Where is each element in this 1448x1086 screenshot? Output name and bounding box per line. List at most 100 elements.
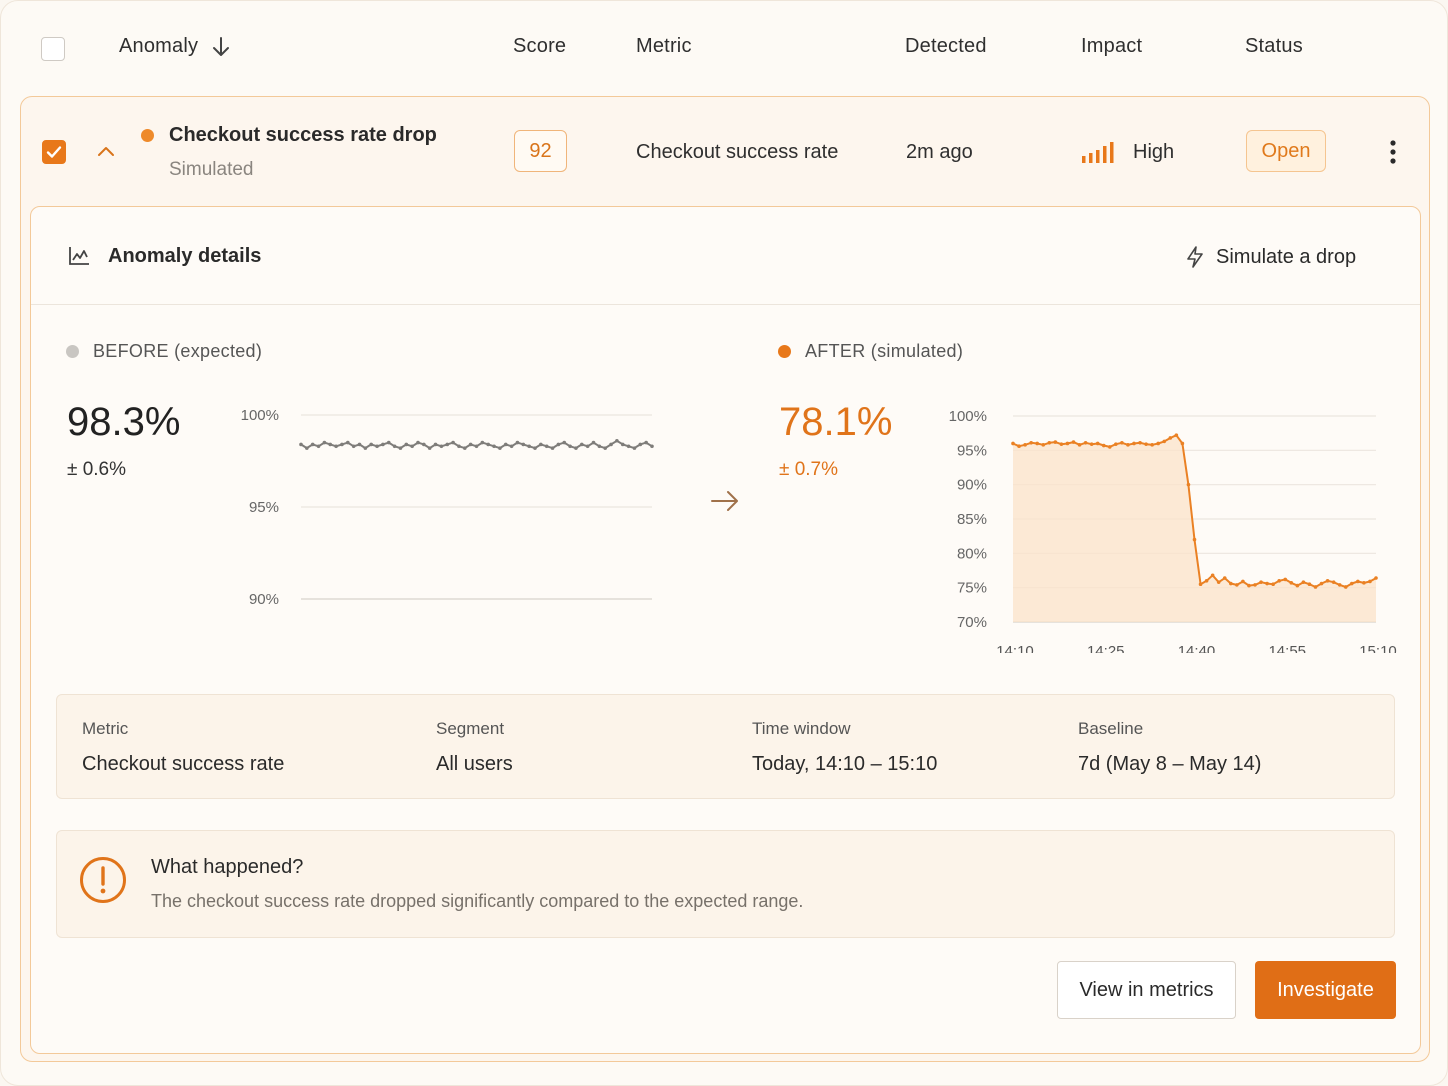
column-impact[interactable]: Impact: [1081, 35, 1143, 57]
info-key: Baseline: [1078, 719, 1144, 738]
data-point: [1065, 441, 1070, 446]
data-point: [305, 446, 309, 450]
data-point: [357, 442, 362, 447]
data-point: [1053, 440, 1058, 444]
data-point: [1138, 440, 1142, 445]
data-point: [1337, 583, 1342, 587]
data-point: [509, 444, 514, 449]
what-happened-description: The checkout success rate dropped signif…: [151, 891, 804, 911]
data-point: [568, 444, 572, 449]
more-options-icon[interactable]: [1389, 139, 1397, 165]
data-point: [1313, 585, 1318, 589]
data-point: [1095, 441, 1100, 446]
view-in-metrics-button[interactable]: View in metrics: [1057, 961, 1236, 1019]
data-point: [539, 442, 543, 447]
anomaly-subtitle: Simulated: [169, 159, 254, 180]
data-point: [609, 442, 613, 447]
x-tick-label: 14:55: [547, 620, 585, 623]
data-point: [310, 442, 315, 447]
data-point: [521, 442, 526, 447]
after-chart: 100% 95% 90% 85% 80% 75% 70% 14:10 14:25 14:40 14:…: [949, 408, 1397, 653]
data-point: [1247, 583, 1251, 588]
after-label-text: AFTER (simulated): [805, 341, 964, 361]
column-anomaly[interactable]: Anomaly: [119, 35, 230, 58]
data-point: [1374, 576, 1378, 580]
data-point: [1283, 577, 1288, 582]
data-point: [644, 440, 648, 445]
data-point: [1126, 443, 1130, 447]
data-point: [527, 444, 531, 449]
data-point: [1017, 444, 1021, 449]
row-detected: 2m ago: [906, 141, 973, 163]
data-point: [556, 442, 561, 447]
data-point: [381, 442, 385, 447]
data-point: [463, 446, 467, 450]
after-range: ± 0.7%: [779, 459, 839, 480]
before-dot: [66, 345, 79, 358]
what-happened-card: What happened? The checkout success rate…: [56, 830, 1395, 938]
data-point: [1150, 443, 1154, 447]
data-point: [1089, 442, 1094, 446]
x-tick-label: 14:10: [284, 620, 322, 623]
score-badge: 92: [514, 130, 567, 172]
data-point: [363, 446, 368, 450]
data-point: [515, 440, 520, 445]
x-tick-label: 14:40: [460, 620, 498, 623]
x-tick-label: 14:25: [372, 620, 410, 623]
data-point: [386, 440, 391, 445]
data-point: [1331, 580, 1336, 584]
data-point: [533, 446, 537, 450]
data-point: [550, 446, 555, 450]
data-point: [1301, 580, 1306, 584]
chevron-up-icon[interactable]: [97, 144, 115, 158]
data-point: [580, 442, 584, 447]
data-point: [480, 440, 485, 445]
series-area: [1013, 435, 1376, 622]
y-tick-label: 90%: [249, 591, 279, 608]
data-point: [1083, 440, 1088, 445]
data-point: [615, 438, 619, 443]
data-point: [492, 444, 496, 449]
data-point: [1023, 443, 1027, 447]
info-key: Time window: [752, 719, 851, 738]
anomaly-details-panel: Anomaly details Simulate a drop BEFORE (…: [30, 206, 1421, 1054]
column-score[interactable]: Score: [513, 35, 567, 57]
data-point: [334, 444, 338, 449]
column-metric[interactable]: Metric: [636, 35, 692, 57]
info-value: Checkout success rate: [82, 753, 285, 775]
data-point: [340, 442, 344, 447]
simulate-drop-label: Simulate a drop: [1216, 245, 1357, 268]
column-status[interactable]: Status: [1245, 35, 1303, 57]
data-point: [1101, 443, 1106, 448]
row-summary[interactable]: Checkout success rate drop Simulated 92 …: [21, 97, 1431, 207]
data-point: [1319, 581, 1324, 586]
investigate-button[interactable]: Investigate: [1255, 961, 1396, 1019]
y-tick-label: 95%: [249, 499, 279, 516]
data-point: [422, 442, 426, 447]
y-tick-label: 85%: [957, 511, 987, 528]
column-detected[interactable]: Detected: [905, 35, 987, 57]
anomaly-info-card: Metric Checkout success rate Segment All…: [56, 694, 1395, 799]
severity-dot: [141, 129, 154, 142]
data-point: [626, 444, 631, 449]
info-segment: Segment All users: [436, 719, 513, 776]
data-point: [433, 442, 438, 447]
data-point: [1350, 581, 1354, 586]
info-value: Today, 14:10 – 15:10: [752, 753, 938, 775]
x-tick-label: 14:25: [1087, 643, 1125, 653]
simulate-drop-button[interactable]: Simulate a drop: [1186, 237, 1356, 277]
before-label-text: BEFORE (expected): [93, 341, 263, 361]
data-point: [1186, 482, 1191, 487]
after-value: 78.1%: [779, 400, 893, 444]
after-dot: [778, 345, 791, 358]
data-point: [632, 446, 637, 450]
after-label: AFTER (simulated): [778, 341, 963, 362]
x-tick-label: 15:10: [635, 620, 673, 623]
data-point: [351, 444, 356, 449]
data-point: [1222, 576, 1227, 580]
x-tick-label: 14:40: [1178, 643, 1216, 653]
data-point: [486, 442, 491, 447]
select-all-checkbox[interactable]: [41, 37, 65, 61]
row-checkbox[interactable]: [42, 140, 66, 164]
data-point: [404, 442, 409, 447]
